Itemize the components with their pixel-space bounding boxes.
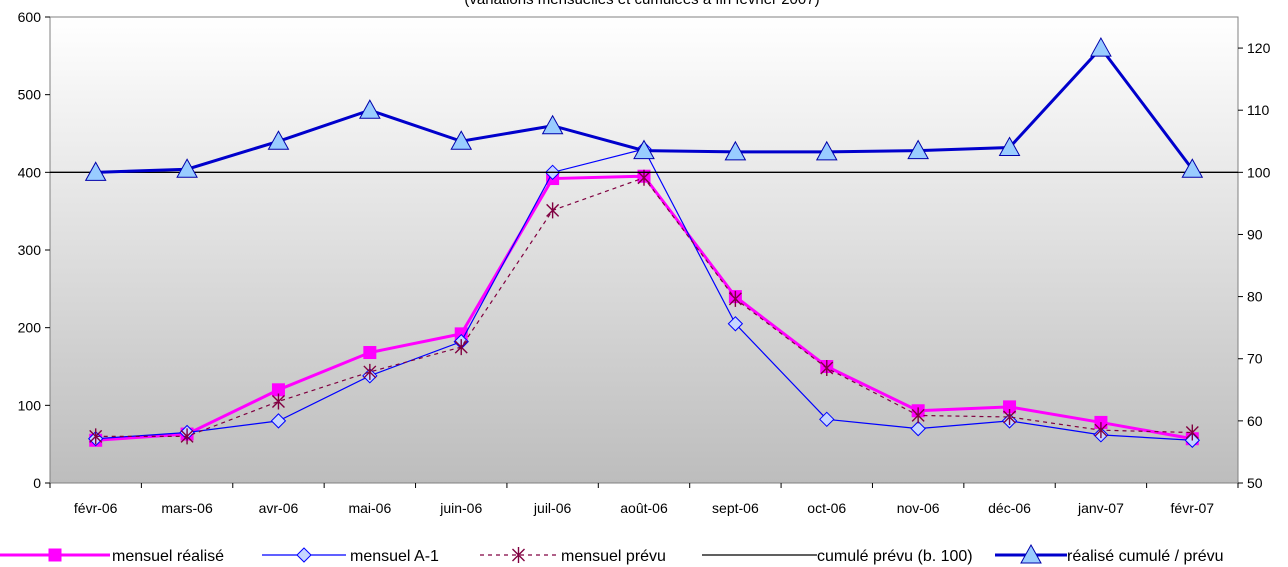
x-tick-label: août-06 xyxy=(620,500,668,516)
y-right-tick-label: 100 xyxy=(1247,164,1271,180)
x-tick-label: janv-07 xyxy=(1077,500,1124,516)
legend-item-3: mensuel prévu xyxy=(480,547,666,565)
x-tick-label: juin-06 xyxy=(439,500,482,516)
data-point xyxy=(1181,158,1204,178)
data-point xyxy=(267,130,290,150)
legend: mensuel réalisé mensuel A-1 mensuel prévu c… xyxy=(0,543,1224,565)
data-point xyxy=(450,130,473,150)
series-5 xyxy=(84,37,1204,181)
y-right-tick-label: 90 xyxy=(1247,226,1263,242)
x-tick-label: déc-06 xyxy=(988,500,1031,516)
legend-label: réalisé cumulé / prévu xyxy=(1067,548,1224,565)
data-point xyxy=(998,136,1021,156)
y-left-tick-label: 500 xyxy=(18,87,42,103)
data-point xyxy=(176,158,198,178)
data-point xyxy=(270,413,287,429)
series-3 xyxy=(89,169,1199,445)
data-point xyxy=(1185,424,1199,441)
y-left-tick-label: 100 xyxy=(18,397,42,413)
data-point xyxy=(727,316,744,332)
legend-label: cumulé prévu (b. 100) xyxy=(817,548,973,565)
data-point xyxy=(454,339,468,356)
x-tick-label: févr-06 xyxy=(74,500,118,516)
y-left-tick-label: 300 xyxy=(18,242,42,258)
y-left-tick-label: 200 xyxy=(18,320,42,336)
x-tick-label: sept-06 xyxy=(712,500,759,516)
y-right-tick-label: 50 xyxy=(1247,475,1263,491)
y-right-tick-label: 120 xyxy=(1247,40,1271,56)
x-tick-label: mars-06 xyxy=(161,500,213,516)
y-right-tick-label: 110 xyxy=(1247,102,1270,118)
data-point xyxy=(910,420,926,437)
data-point xyxy=(819,411,835,428)
x-tick-label: oct-06 xyxy=(807,500,846,516)
legend-marker xyxy=(48,548,62,562)
legend-marker xyxy=(296,547,312,563)
data-point xyxy=(180,428,194,445)
axes: 0 100 200 300 400 500 600 50 60 70 80 90 100 110 120 fé… xyxy=(18,9,1271,516)
legend-item-2: mensuel A-1 xyxy=(262,547,439,565)
legend-item-1: mensuel réalisé xyxy=(0,548,224,565)
data-point xyxy=(546,202,560,219)
legend-marker xyxy=(1020,543,1042,564)
legend-label: mensuel prévu xyxy=(561,548,666,565)
data-point xyxy=(911,407,925,424)
x-tick-label: avr-06 xyxy=(259,500,299,516)
y-right-tick-label: 70 xyxy=(1247,351,1263,367)
data-point xyxy=(907,139,930,160)
legend-label: mensuel réalisé xyxy=(112,548,224,565)
y-right-tick-label: 80 xyxy=(1247,289,1263,305)
data-point xyxy=(724,140,747,161)
data-point xyxy=(815,140,838,161)
data-point xyxy=(541,114,564,135)
data-point xyxy=(1090,37,1112,57)
data-point xyxy=(84,161,107,181)
data-point xyxy=(271,393,285,410)
y-left-tick-label: 600 xyxy=(18,9,42,25)
legend-marker xyxy=(512,547,525,563)
data-point xyxy=(363,346,377,360)
data-point xyxy=(358,99,381,119)
data-point xyxy=(1094,422,1108,439)
legend-item-4: cumulé prévu (b. 100) xyxy=(702,548,973,565)
y-right-tick-label: 60 xyxy=(1247,413,1263,429)
x-tick-label: févr-07 xyxy=(1171,500,1215,516)
x-tick-label: mai-06 xyxy=(348,500,391,516)
data-point xyxy=(89,428,103,445)
y-left-tick-label: 0 xyxy=(33,475,41,491)
data-point xyxy=(633,139,655,160)
legend-label: mensuel A-1 xyxy=(350,548,439,565)
data-point xyxy=(1003,408,1017,425)
legend-item-5: réalisé cumulé / prévu xyxy=(995,543,1224,565)
data-point xyxy=(820,360,834,377)
y-left-tick-label: 400 xyxy=(18,164,42,180)
chart-title: (variations mensuelles et cumulées à fin… xyxy=(464,0,819,8)
data-point xyxy=(728,290,742,307)
series-layer xyxy=(50,37,1238,448)
data-point xyxy=(363,363,377,380)
x-tick-label: nov-06 xyxy=(897,500,940,516)
x-tick-label: juil-06 xyxy=(533,500,572,516)
